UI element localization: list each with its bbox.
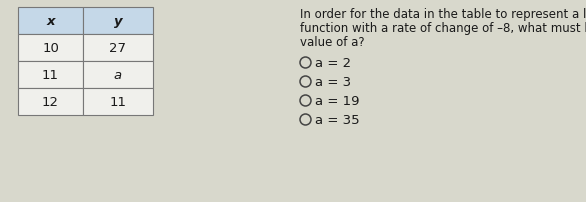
Text: function with a rate of change of –8, what must be the: function with a rate of change of –8, wh… xyxy=(300,22,586,35)
Text: y: y xyxy=(114,15,122,28)
Text: a = 19: a = 19 xyxy=(315,95,359,107)
Bar xyxy=(83,8,153,35)
Bar xyxy=(18,8,83,35)
Text: x: x xyxy=(46,15,54,28)
Bar xyxy=(18,62,83,88)
Text: 10: 10 xyxy=(42,42,59,55)
Bar xyxy=(18,88,83,115)
Text: 11: 11 xyxy=(110,96,127,108)
Bar xyxy=(83,62,153,88)
Text: 27: 27 xyxy=(110,42,127,55)
Bar xyxy=(18,35,83,62)
Bar xyxy=(83,35,153,62)
Bar xyxy=(83,88,153,115)
Text: a = 2: a = 2 xyxy=(315,57,351,70)
Text: a = 35: a = 35 xyxy=(315,114,360,126)
Text: 11: 11 xyxy=(42,69,59,82)
Text: value of a?: value of a? xyxy=(300,36,364,49)
Text: a: a xyxy=(114,69,122,82)
Text: a = 3: a = 3 xyxy=(315,76,351,88)
Text: 12: 12 xyxy=(42,96,59,108)
Text: In order for the data in the table to represent a linear: In order for the data in the table to re… xyxy=(300,8,586,21)
